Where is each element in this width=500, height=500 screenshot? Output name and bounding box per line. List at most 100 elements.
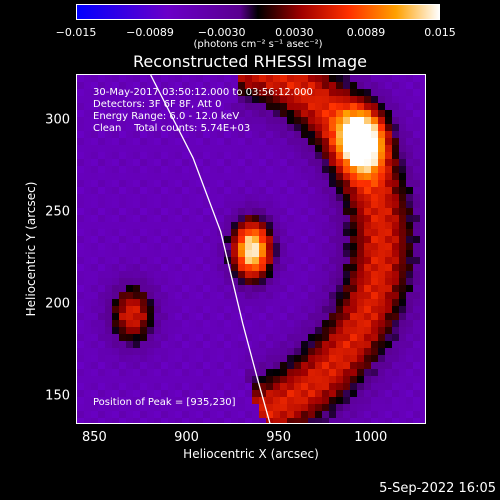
heatmap-cell bbox=[175, 75, 183, 83]
heatmap-cell bbox=[238, 390, 246, 398]
heatmap-cell bbox=[308, 208, 316, 216]
heatmap-cell bbox=[210, 96, 218, 104]
colorbar-tick-label: 0.0030 bbox=[275, 26, 314, 39]
heatmap-cell bbox=[308, 229, 316, 237]
heatmap-cell bbox=[182, 313, 190, 321]
heatmap-cell bbox=[371, 82, 379, 90]
heatmap-cell bbox=[84, 250, 92, 258]
heatmap-cell bbox=[147, 362, 155, 370]
heatmap-cell bbox=[406, 264, 414, 272]
heatmap-cell bbox=[315, 124, 323, 132]
heatmap-cell bbox=[140, 376, 148, 384]
heatmap-cell bbox=[189, 152, 197, 160]
heatmap-cell bbox=[147, 334, 155, 342]
heatmap-cell bbox=[287, 96, 295, 104]
heatmap-cell bbox=[182, 306, 190, 314]
heatmap-cell bbox=[168, 124, 176, 132]
heatmap-cell bbox=[378, 103, 386, 111]
heatmap-cell bbox=[210, 278, 218, 286]
heatmap-cell bbox=[84, 383, 92, 391]
heatmap-cell bbox=[392, 341, 400, 349]
heatmap-cell bbox=[364, 397, 372, 405]
heatmap-cell bbox=[196, 348, 204, 356]
heatmap-cell bbox=[84, 362, 92, 370]
heatmap-cell bbox=[224, 152, 232, 160]
heatmap-cell bbox=[203, 236, 211, 244]
heatmap-cell bbox=[189, 96, 197, 104]
heatmap-cell bbox=[147, 278, 155, 286]
heatmap-cell bbox=[126, 138, 134, 146]
heatmap-cell bbox=[210, 306, 218, 314]
heatmap-cell bbox=[140, 271, 148, 279]
heatmap-cell bbox=[357, 320, 365, 328]
heatmap-cell bbox=[392, 180, 400, 188]
heatmap-cell bbox=[357, 355, 365, 363]
heatmap-cell bbox=[154, 96, 162, 104]
heatmap-cell bbox=[392, 285, 400, 293]
heatmap-cell bbox=[273, 82, 281, 90]
heatmap-cell bbox=[294, 145, 302, 153]
heatmap-cell bbox=[364, 103, 372, 111]
heatmap-cell bbox=[420, 208, 425, 216]
heatmap-cell bbox=[189, 404, 197, 412]
heatmap-cell bbox=[420, 117, 425, 125]
heatmap-cell bbox=[210, 369, 218, 377]
heatmap-cell bbox=[77, 131, 85, 139]
heatmap-cell bbox=[315, 271, 323, 279]
heatmap-cell bbox=[98, 82, 106, 90]
heatmap-cell bbox=[126, 306, 134, 314]
heatmap-cell bbox=[175, 243, 183, 251]
heatmap-cell bbox=[77, 278, 85, 286]
heatmap-cell bbox=[329, 89, 337, 97]
heatmap-cell bbox=[329, 138, 337, 146]
heatmap-cell bbox=[84, 208, 92, 216]
heatmap-cell bbox=[224, 271, 232, 279]
heatmap-cell bbox=[252, 124, 260, 132]
heatmap-cell bbox=[413, 75, 421, 83]
heatmap-cell bbox=[189, 397, 197, 405]
heatmap-cell bbox=[336, 313, 344, 321]
heatmap-cell bbox=[287, 82, 295, 90]
heatmap-cell bbox=[182, 327, 190, 335]
heatmap-cell bbox=[140, 327, 148, 335]
heatmap-cell bbox=[224, 89, 232, 97]
heatmap-cell bbox=[105, 89, 113, 97]
heatmap-cell bbox=[392, 376, 400, 384]
heatmap-cell bbox=[336, 355, 344, 363]
heatmap-cell bbox=[392, 313, 400, 321]
heatmap-cell bbox=[266, 180, 274, 188]
heatmap-cell bbox=[210, 222, 218, 230]
heatmap-cell bbox=[238, 159, 246, 167]
heatmap-cell bbox=[175, 229, 183, 237]
heatmap-cell bbox=[98, 222, 106, 230]
heatmap-cell bbox=[161, 383, 169, 391]
heatmap-cell bbox=[119, 152, 127, 160]
heatmap-cell bbox=[406, 257, 414, 265]
heatmap-cell bbox=[161, 327, 169, 335]
heatmap-cell bbox=[266, 229, 274, 237]
heatmap-cell bbox=[203, 96, 211, 104]
heatmap-cell bbox=[126, 187, 134, 195]
heatmap-cell bbox=[91, 208, 99, 216]
heatmap-cell bbox=[308, 390, 316, 398]
heatmap-cell bbox=[182, 229, 190, 237]
heatmap-cell bbox=[364, 327, 372, 335]
heatmap-cell bbox=[371, 257, 379, 265]
heatmap-cell bbox=[385, 299, 393, 307]
heatmap-image bbox=[77, 75, 425, 423]
heatmap-cell bbox=[245, 348, 253, 356]
info-detectors: Detectors: 3F 6F 8F, Att 0 bbox=[93, 99, 222, 110]
heatmap-cell bbox=[105, 257, 113, 265]
heatmap-cell bbox=[336, 397, 344, 405]
heatmap-cell bbox=[147, 138, 155, 146]
heatmap-cell bbox=[147, 201, 155, 209]
heatmap-cell bbox=[350, 96, 358, 104]
heatmap-cell bbox=[245, 180, 253, 188]
heatmap-cell bbox=[147, 110, 155, 118]
heatmap-cell bbox=[203, 117, 211, 125]
heatmap-cell bbox=[266, 257, 274, 265]
heatmap-cell bbox=[105, 110, 113, 118]
heatmap-cell bbox=[385, 355, 393, 363]
heatmap-cell bbox=[392, 257, 400, 265]
heatmap-cell bbox=[301, 264, 309, 272]
